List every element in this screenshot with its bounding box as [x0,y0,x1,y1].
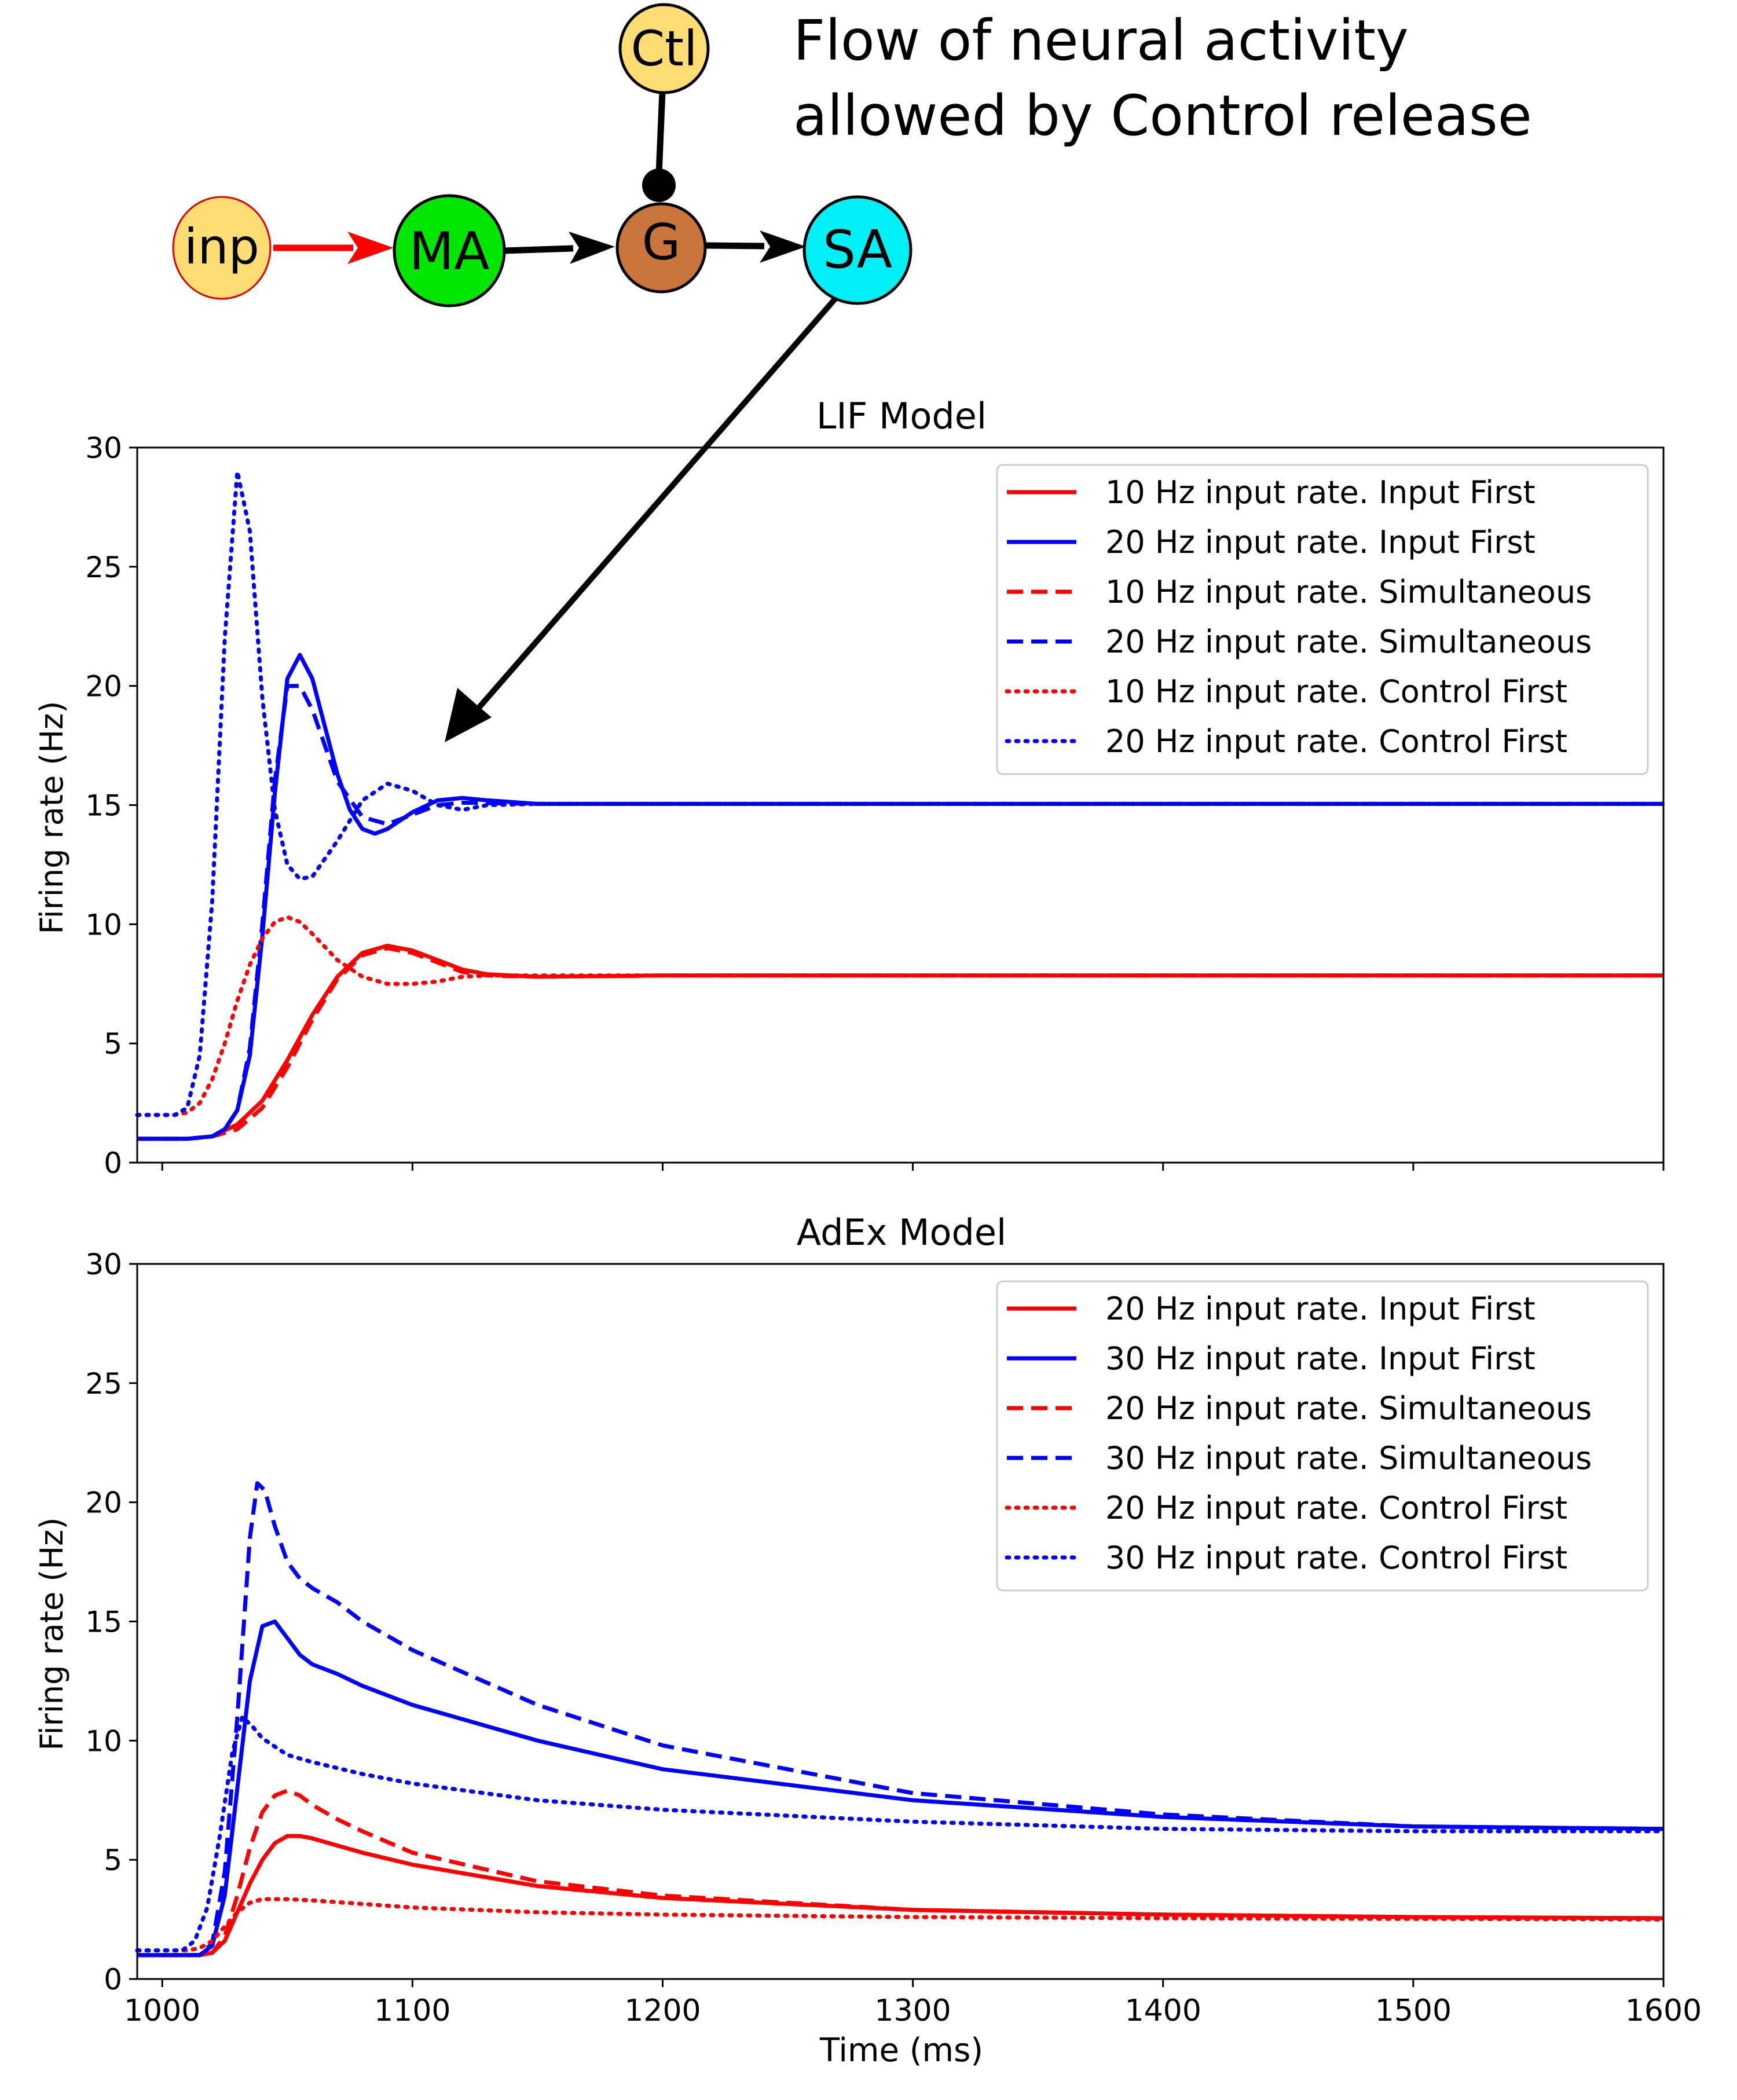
adex-y-tick-label: 5 [104,1844,122,1877]
adex-legend-label-4: 20 Hz input rate. Control First [1105,1490,1567,1526]
node-inp-label: inp [184,218,259,275]
adex-series-line-5 [135,1714,1666,1953]
node-sa: SA [802,195,913,305]
adex-series-line-4 [135,1897,1666,1953]
lif-y-tick-label: 20 [85,670,122,703]
adex-y-axis-label: Firing rate (Hz) [34,1518,70,1751]
lif-chart-title: LIF Model [816,395,987,437]
lif-y-tick-label: 5 [104,1027,122,1061]
circuit-diagram: inp MA G SA Ctl Flow of neural activity … [172,3,1532,742]
node-ma: MA [393,194,506,307]
adex-legend-label-2: 20 Hz input rate. Simultaneous [1105,1390,1592,1427]
lif-legend-label-3: 20 Hz input rate. Simultaneous [1105,624,1592,660]
adex-x-tick-label: 1200 [624,1993,701,2028]
lif-series-line-4 [135,915,1666,1117]
adex-y-tick-label: 10 [85,1724,122,1758]
adex-legend-label-1: 30 Hz input rate. Input First [1105,1340,1536,1377]
adex-x-tick-label: 1400 [1125,1993,1201,2028]
adex-chart: AdEx Model Firing rate (Hz) Time (ms) 0 5… [34,1211,1702,2069]
adex-y-tick-label: 0 [104,1963,122,1996]
adex-plot-area [135,1481,1666,1958]
adex-series-line-0 [137,1834,1664,1958]
adex-y-ticks: 0 5 10 15 20 25 30 [85,1248,137,1996]
diagram-caption-line-2: allowed by Control release [793,83,1532,148]
adex-series-line-2 [137,1789,1664,1958]
lif-legend-label-1: 20 Hz input rate. Input First [1105,524,1536,560]
adex-legend-box [996,1280,1649,1592]
node-inp: inp [172,196,272,300]
lif-legend-box [996,464,1649,775]
adex-series-line-1 [137,1619,1664,1958]
lif-legend: 10 Hz input rate. Input First 20 Hz input… [996,464,1649,775]
node-ctl: Ctl [618,3,710,94]
lif-y-ticks: 0 5 10 15 20 25 30 [85,431,137,1180]
adex-x-tick-label: 1300 [874,1993,951,2028]
lif-axes-frame [136,446,1665,1164]
lif-legend-label-2: 10 Hz input rate. Simultaneous [1105,574,1592,610]
adex-legend-label-5: 30 Hz input rate. Control First [1105,1540,1567,1576]
adex-x-axis-label: Time (ms) [819,2032,983,2069]
adex-x-ticks: 1000 1100 1200 1300 1400 1500 1600 [124,1979,1702,2028]
adex-y-tick-label: 20 [85,1486,122,1520]
lif-legend-label-0: 10 Hz input rate. Input First [1105,474,1536,511]
adex-x-tick-label: 1600 [1625,1993,1702,2028]
arrow-sa-to-plot [474,294,840,713]
node-g: G [615,202,707,294]
adex-legend: 20 Hz input rate. Input First 30 Hz input… [996,1280,1649,1592]
adex-chart-title: AdEx Model [797,1211,1006,1254]
arrowhead-g-sa [760,230,806,263]
adex-x-tick-label: 1000 [124,1993,200,2028]
adex-legend-label-0: 20 Hz input rate. Input First [1105,1291,1536,1327]
edge-ctl-g [655,91,666,174]
arrowhead-inp-ma [347,232,394,264]
adex-axes-frame [136,1263,1665,1980]
lif-y-axis-label: Firing rate (Hz) [34,701,70,934]
lif-x-ticks [161,1163,1665,1171]
adex-x-tick-label: 1500 [1375,1993,1452,2028]
adex-x-tick-label: 1100 [374,1993,450,2028]
diagram-caption-line-1: Flow of neural activity [793,8,1409,73]
adex-y-tick-label: 25 [85,1367,122,1401]
node-ctl-label: Ctl [631,20,698,77]
lif-y-tick-label: 30 [85,431,122,465]
inhibitory-terminal [642,168,676,202]
adex-y-tick-label: 30 [85,1248,122,1281]
adex-series-line-3 [137,1481,1664,1958]
lif-chart: LIF Model Firing rate (Hz) 051015202530 … [34,395,1666,1180]
arrowhead-sa-to-plot [445,688,492,742]
node-g-label: G [642,214,681,272]
node-ma-label: MA [409,221,489,282]
edge-g-sa [706,242,765,250]
lif-plot-area [135,469,1666,1141]
lif-legend-label-4: 10 Hz input rate. Control First [1105,673,1567,710]
lif-y-tick-label: 0 [104,1146,122,1180]
node-sa-label: SA [823,219,892,280]
lif-y-tick-label: 10 [85,908,122,941]
adex-y-tick-label: 15 [85,1606,122,1639]
adex-legend-label-3: 30 Hz input rate. Simultaneous [1105,1440,1592,1476]
lif-legend-label-5: 20 Hz input rate. Control First [1105,723,1567,760]
lif-y-tick-label: 15 [85,789,122,823]
lif-y-tick-label: 25 [85,551,122,584]
edge-ma-g [503,245,574,254]
arrowhead-ma-g [569,232,615,264]
